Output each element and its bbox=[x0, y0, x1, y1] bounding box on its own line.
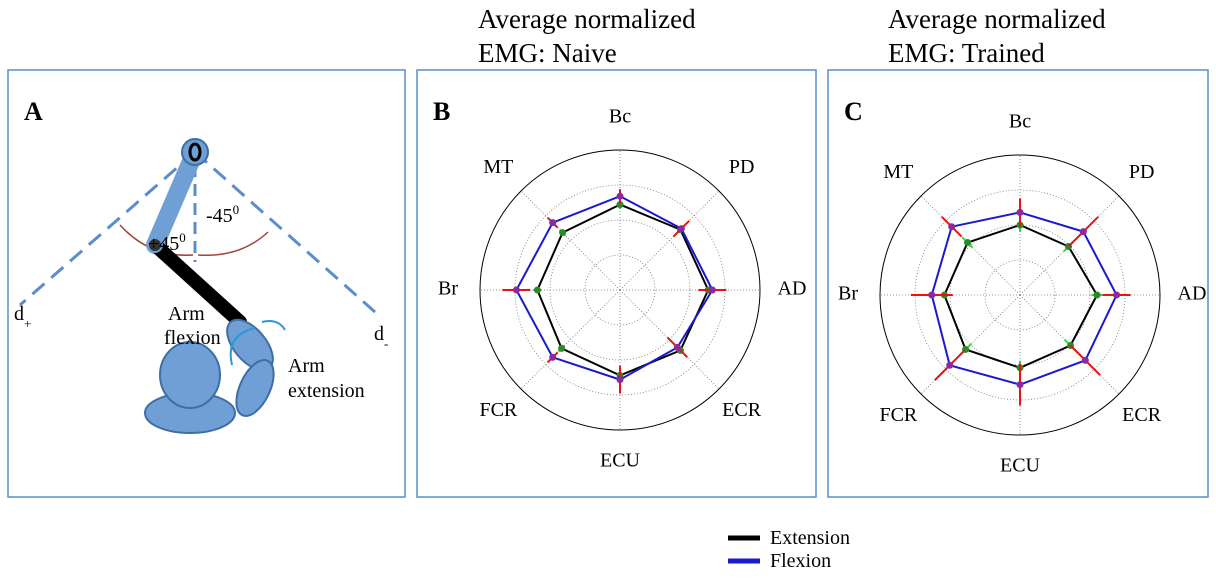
category-label: AD bbox=[1178, 283, 1207, 305]
data-point bbox=[549, 219, 557, 227]
category-label: FCR bbox=[479, 399, 517, 421]
data-point bbox=[558, 344, 566, 352]
hand bbox=[235, 359, 275, 417]
direction-line bbox=[194, 150, 376, 314]
flexion-label: flexion bbox=[164, 327, 221, 349]
panel-frame bbox=[827, 69, 1209, 498]
grid-ring bbox=[479, 149, 761, 431]
panel-a: A +450 -450 d+ d- Arm flexion Arm extens… bbox=[7, 69, 406, 498]
flexion-label: Arm bbox=[168, 303, 205, 325]
grid-ring bbox=[584, 254, 656, 326]
angle-arc bbox=[197, 231, 269, 257]
panel-letter: C bbox=[844, 97, 863, 126]
category-label: Br bbox=[438, 278, 458, 300]
data-point bbox=[533, 286, 541, 294]
data-point bbox=[1081, 356, 1089, 364]
category-label: Bc bbox=[1009, 111, 1031, 133]
data-point bbox=[1016, 208, 1024, 216]
grid-ring bbox=[879, 154, 1161, 436]
data-point bbox=[616, 201, 624, 209]
data-point bbox=[677, 225, 685, 233]
data-point bbox=[673, 343, 681, 351]
panel-letter: B bbox=[433, 97, 450, 126]
motion-arrow bbox=[261, 320, 286, 331]
angle-label: -450 bbox=[206, 202, 239, 227]
category-label: ECR bbox=[1122, 404, 1162, 426]
legend-label: Flexion bbox=[770, 550, 831, 572]
category-label: Bc bbox=[609, 106, 631, 128]
data-point bbox=[616, 192, 624, 200]
panel-frame bbox=[416, 69, 817, 498]
data-point bbox=[1093, 291, 1101, 299]
extension-label: Arm bbox=[288, 355, 325, 377]
direction-label: d- bbox=[374, 323, 388, 351]
data-point bbox=[964, 239, 972, 247]
category-label: ECU bbox=[1000, 455, 1041, 477]
chart-title: Average normalized bbox=[888, 4, 1106, 34]
data-point bbox=[512, 286, 520, 294]
category-label: Br bbox=[838, 283, 858, 305]
category-label: ECR bbox=[722, 399, 762, 421]
data-point bbox=[928, 291, 936, 299]
panel-letter: A bbox=[24, 97, 43, 126]
data-point bbox=[559, 229, 567, 237]
data-point bbox=[1016, 381, 1024, 389]
data-point bbox=[1079, 228, 1087, 236]
angle-label: +450 bbox=[148, 230, 186, 255]
data-point bbox=[549, 353, 557, 361]
motion-arrow bbox=[229, 327, 256, 366]
data-point bbox=[946, 361, 954, 369]
data-point bbox=[616, 376, 624, 384]
chart-title: EMG: Trained bbox=[888, 38, 1045, 68]
data-point bbox=[1113, 291, 1121, 299]
spoke bbox=[520, 289, 621, 390]
data-point bbox=[948, 223, 956, 231]
elbow bbox=[147, 237, 163, 253]
category-label: ECU bbox=[600, 450, 641, 472]
spoke bbox=[520, 190, 621, 291]
category-label: AD bbox=[778, 278, 807, 300]
upper-arm bbox=[146, 143, 204, 254]
series-line bbox=[930, 211, 1118, 386]
grid-ring bbox=[984, 259, 1056, 331]
pivot bbox=[181, 138, 209, 166]
direction-line bbox=[19, 150, 196, 307]
category-label: PD bbox=[1129, 161, 1155, 183]
pivot-hole bbox=[188, 142, 202, 162]
chart-title: EMG: Naive bbox=[478, 38, 617, 68]
extension-label: extension bbox=[288, 380, 365, 402]
category-label: FCR bbox=[879, 404, 917, 426]
panel-frame bbox=[7, 69, 406, 498]
category-label: MT bbox=[483, 156, 513, 178]
forearm bbox=[148, 238, 247, 329]
spoke bbox=[619, 190, 720, 291]
direction-label: d+ bbox=[14, 303, 31, 331]
category-label: PD bbox=[729, 156, 755, 178]
data-point bbox=[708, 286, 716, 294]
chart-title: Average normalized bbox=[478, 4, 696, 34]
head bbox=[159, 341, 221, 409]
legend-label: Extension bbox=[770, 527, 850, 549]
category-label: MT bbox=[883, 161, 913, 183]
